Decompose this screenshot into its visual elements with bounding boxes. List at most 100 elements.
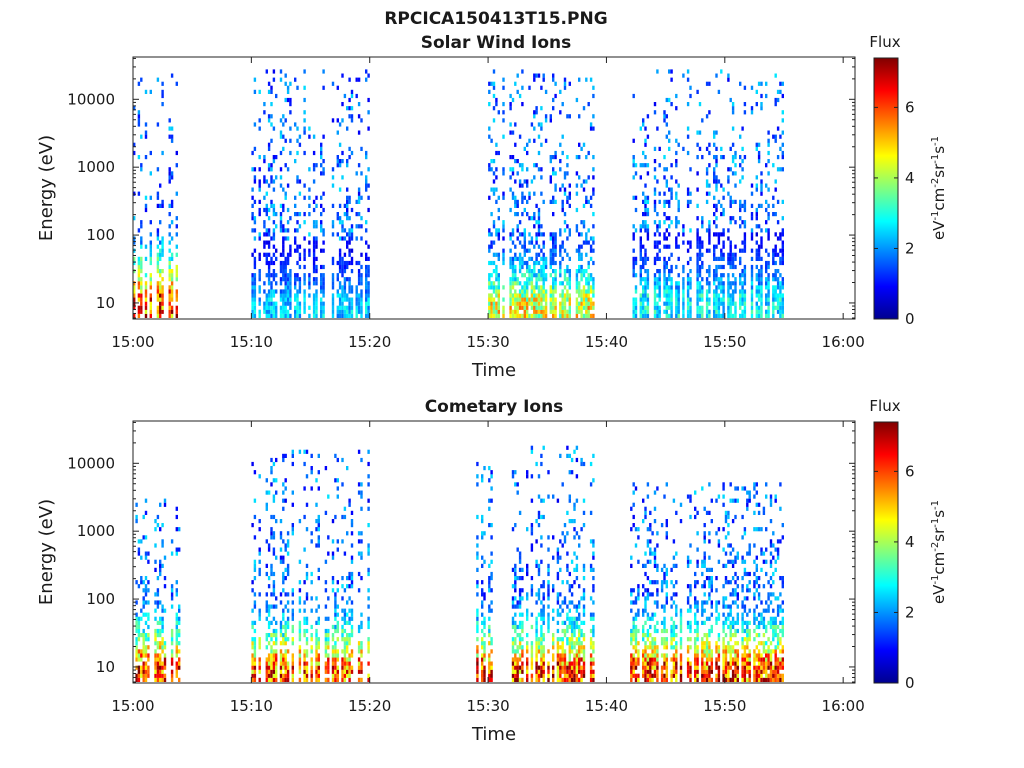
heatmap-cell: [578, 543, 581, 548]
heatmap-cell: [518, 240, 522, 245]
heatmap-cell: [279, 649, 283, 654]
heatmap-cell: [341, 596, 344, 601]
heatmap-cell: [642, 220, 645, 225]
heatmap-cell: [589, 277, 593, 282]
heatmap-cell: [644, 641, 647, 646]
heatmap-cell: [561, 207, 564, 213]
heatmap-cell: [305, 677, 309, 682]
heatmap-cell: [161, 81, 164, 86]
heatmap-cell: [161, 669, 164, 674]
heatmap-cell: [343, 309, 347, 314]
heatmap-cell: [573, 645, 576, 650]
heatmap-cell: [348, 641, 351, 646]
heatmap-cell: [696, 216, 699, 221]
heatmap-cell: [696, 236, 699, 241]
heatmap-cell: [348, 673, 351, 678]
heatmap-cell: [757, 203, 761, 208]
heatmap-cell: [159, 571, 162, 577]
heatmap-cell: [535, 616, 538, 621]
heatmap-cell: [535, 240, 538, 245]
heatmap-cell: [580, 313, 583, 318]
heatmap-cell: [540, 624, 543, 630]
heatmap-cell: [497, 232, 500, 237]
heatmap-cell: [488, 523, 491, 528]
heatmap-cell: [760, 236, 763, 241]
heatmap-cell: [514, 571, 517, 577]
heatmap-cell: [336, 657, 339, 662]
heatmap-cell: [537, 167, 541, 172]
heatmap-cell: [540, 584, 543, 589]
heatmap-cell: [253, 661, 257, 666]
heatmap-cell: [315, 224, 318, 229]
heatmap-cell: [540, 301, 543, 306]
heatmap-cell: [511, 309, 515, 314]
heatmap-cell: [530, 677, 534, 682]
heatmap-cell: [573, 506, 576, 511]
heatmap-cell: [175, 637, 178, 642]
heatmap-cell: [343, 93, 347, 99]
heatmap-cell: [338, 297, 342, 302]
heatmap-cell: [760, 313, 763, 318]
heatmap-cell: [492, 313, 496, 318]
heatmap-cell: [552, 260, 555, 266]
heatmap-cell: [516, 547, 519, 552]
heatmap-cell: [336, 293, 339, 298]
heatmap-cell: [530, 527, 534, 532]
heatmap-cell: [367, 620, 370, 625]
heatmap-cell: [561, 150, 564, 156]
heatmap-cell: [518, 301, 522, 306]
heatmap-cell: [642, 612, 645, 617]
heatmap-cell: [779, 81, 782, 86]
heatmap-cell: [535, 203, 538, 208]
heatmap-cell: [713, 293, 716, 298]
heatmap-cell: [303, 669, 306, 674]
heatmap-cell: [175, 289, 178, 294]
heatmap-cell: [559, 665, 562, 670]
heatmap-cell: [554, 297, 557, 302]
heatmap-cell: [537, 216, 541, 221]
heatmap-cell: [341, 482, 344, 487]
heatmap-cell: [708, 240, 711, 245]
heatmap-cell: [159, 305, 162, 310]
heatmap-cell: [296, 309, 299, 314]
heatmap-cell: [312, 281, 316, 286]
heatmap-cell: [663, 212, 666, 217]
heatmap-cell: [765, 183, 768, 188]
heatmap-cell: [658, 256, 661, 261]
heatmap-cell: [481, 637, 484, 642]
heatmap-cell: [324, 653, 328, 658]
heatmap-cell: [632, 313, 635, 318]
heatmap-cell: [542, 277, 545, 282]
heatmap-cell: [559, 567, 562, 572]
heatmap-cell: [490, 677, 493, 682]
heatmap-cell: [533, 175, 536, 180]
heatmap-cell: [514, 604, 517, 609]
heatmap-cell: [286, 661, 290, 666]
heatmap-cell: [580, 669, 583, 674]
heatmap-cell: [646, 633, 650, 638]
heatmap-cell: [279, 297, 283, 302]
heatmap-cell: [580, 244, 583, 249]
heatmap-cell: [286, 85, 290, 90]
heatmap-cell: [265, 252, 268, 257]
heatmap-cell: [578, 633, 581, 638]
heatmap-cell: [698, 264, 702, 270]
heatmap-cell: [154, 519, 157, 524]
heatmap-cell: [642, 150, 645, 156]
heatmap-cell: [537, 297, 541, 302]
heatmap-cell: [651, 677, 654, 682]
heatmap-cell: [705, 228, 709, 233]
heatmap-cell: [722, 301, 725, 306]
heatmap-cell: [140, 576, 143, 581]
heatmap-cell: [303, 580, 306, 585]
heatmap-cell: [530, 547, 534, 552]
heatmap-cell: [653, 281, 657, 286]
heatmap-cell: [521, 69, 524, 74]
heatmap-cell: [637, 535, 640, 540]
heatmap-cell: [149, 89, 152, 94]
heatmap-cell: [518, 264, 522, 270]
heatmap-cell: [511, 649, 515, 654]
heatmap-cell: [272, 232, 276, 237]
heatmap-cell: [251, 313, 254, 318]
heatmap-cell: [336, 216, 339, 221]
